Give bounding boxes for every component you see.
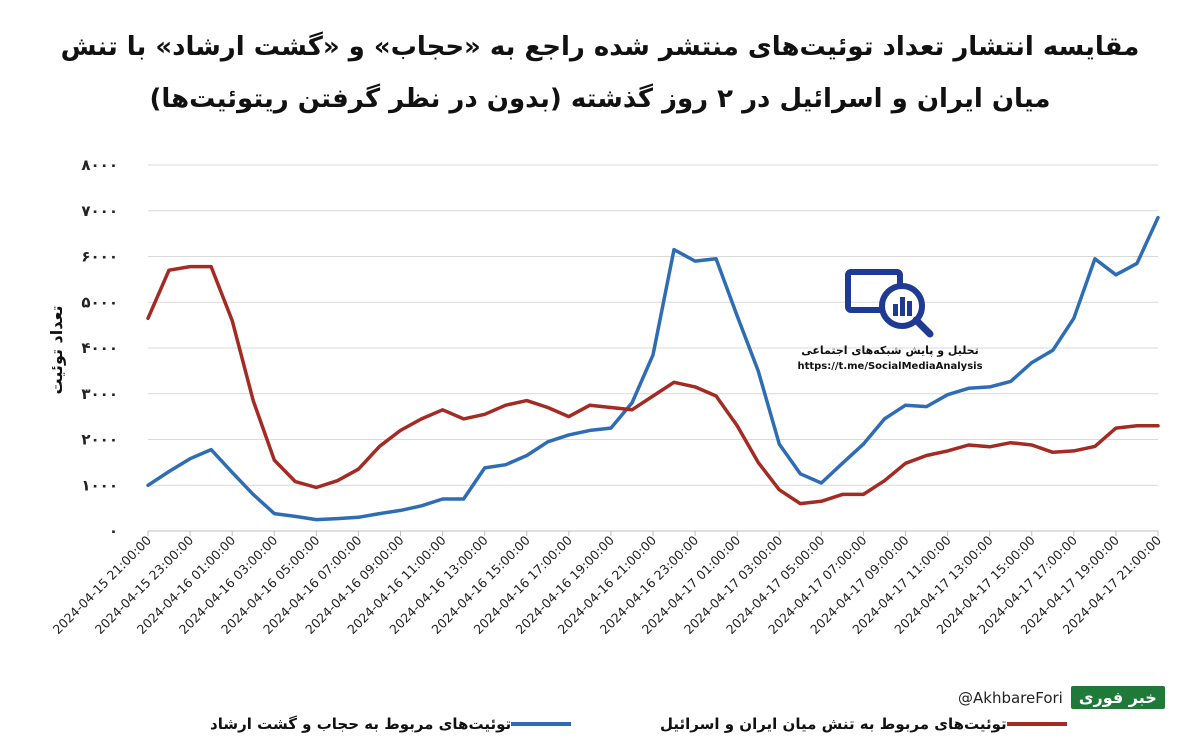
monitor-chart-icon	[845, 269, 934, 338]
legend-item-iran-israel: توئیت‌های مربوط به تنش میان ایران و اسرا…	[660, 712, 1079, 736]
y-axis-ticks: ۰ ۱۰۰۰ ۲۰۰۰ ۳۰۰۰ ۴۰۰۰ ۵۰۰۰ ۶۰۰۰ ۷۰۰۰ ۸۰۰۰	[81, 156, 118, 540]
series-lines	[146, 215, 1160, 522]
y-tick-label: ۶۰۰۰	[81, 248, 118, 266]
series-line-hijab	[146, 215, 1160, 522]
legend-label-hijab: توئیت‌های مربوط به حجاب و گشت ارشاد	[210, 715, 512, 733]
y-tick-label: ۴۰۰۰	[81, 339, 118, 357]
watermark: @AkhbareFori خبر فوری	[958, 686, 1165, 709]
y-tick-label: ۸۰۰۰	[81, 156, 118, 174]
y-axis-label: تعداد توئیت	[47, 305, 66, 394]
y-tick-label: ۷۰۰۰	[81, 202, 118, 220]
y-tick-label: ۰	[109, 522, 118, 540]
y-tick-label: ۱۰۰۰	[81, 476, 118, 494]
y-tick-label: ۲۰۰۰	[81, 431, 118, 449]
legend-swatch-blue	[511, 722, 572, 726]
series-line-iran-israel	[146, 264, 1160, 506]
y-tick-label: ۵۰۰۰	[81, 293, 118, 311]
legend-swatch-red	[1006, 722, 1067, 726]
legend-item-hijab: توئیت‌های مربوط به حجاب و گشت ارشاد	[210, 712, 583, 736]
chart-title-line-1: مقایسه انتشار تعداد توئیت‌های منتشر شده …	[60, 32, 1140, 62]
logo-title: تحلیل و پایش شبکه‌های اجتماعی	[801, 344, 979, 357]
logo-url: https://t.me/SocialMediaAnalysis	[797, 361, 983, 372]
social-media-analysis-logo: تحلیل و پایش شبکه‌های اجتماعی https://t.…	[790, 268, 990, 388]
chart-title-line-2: میان ایران و اسرائیل در ۲ روز گذشته (بدو…	[149, 84, 1051, 114]
legend-label-iran-israel: توئیت‌های مربوط به تنش میان ایران و اسرا…	[660, 715, 1007, 733]
watermark-handle: @AkhbareFori	[958, 688, 1063, 707]
watermark-brand-logo: خبر فوری	[1070, 686, 1165, 709]
y-tick-label: ۳۰۰۰	[81, 385, 118, 403]
